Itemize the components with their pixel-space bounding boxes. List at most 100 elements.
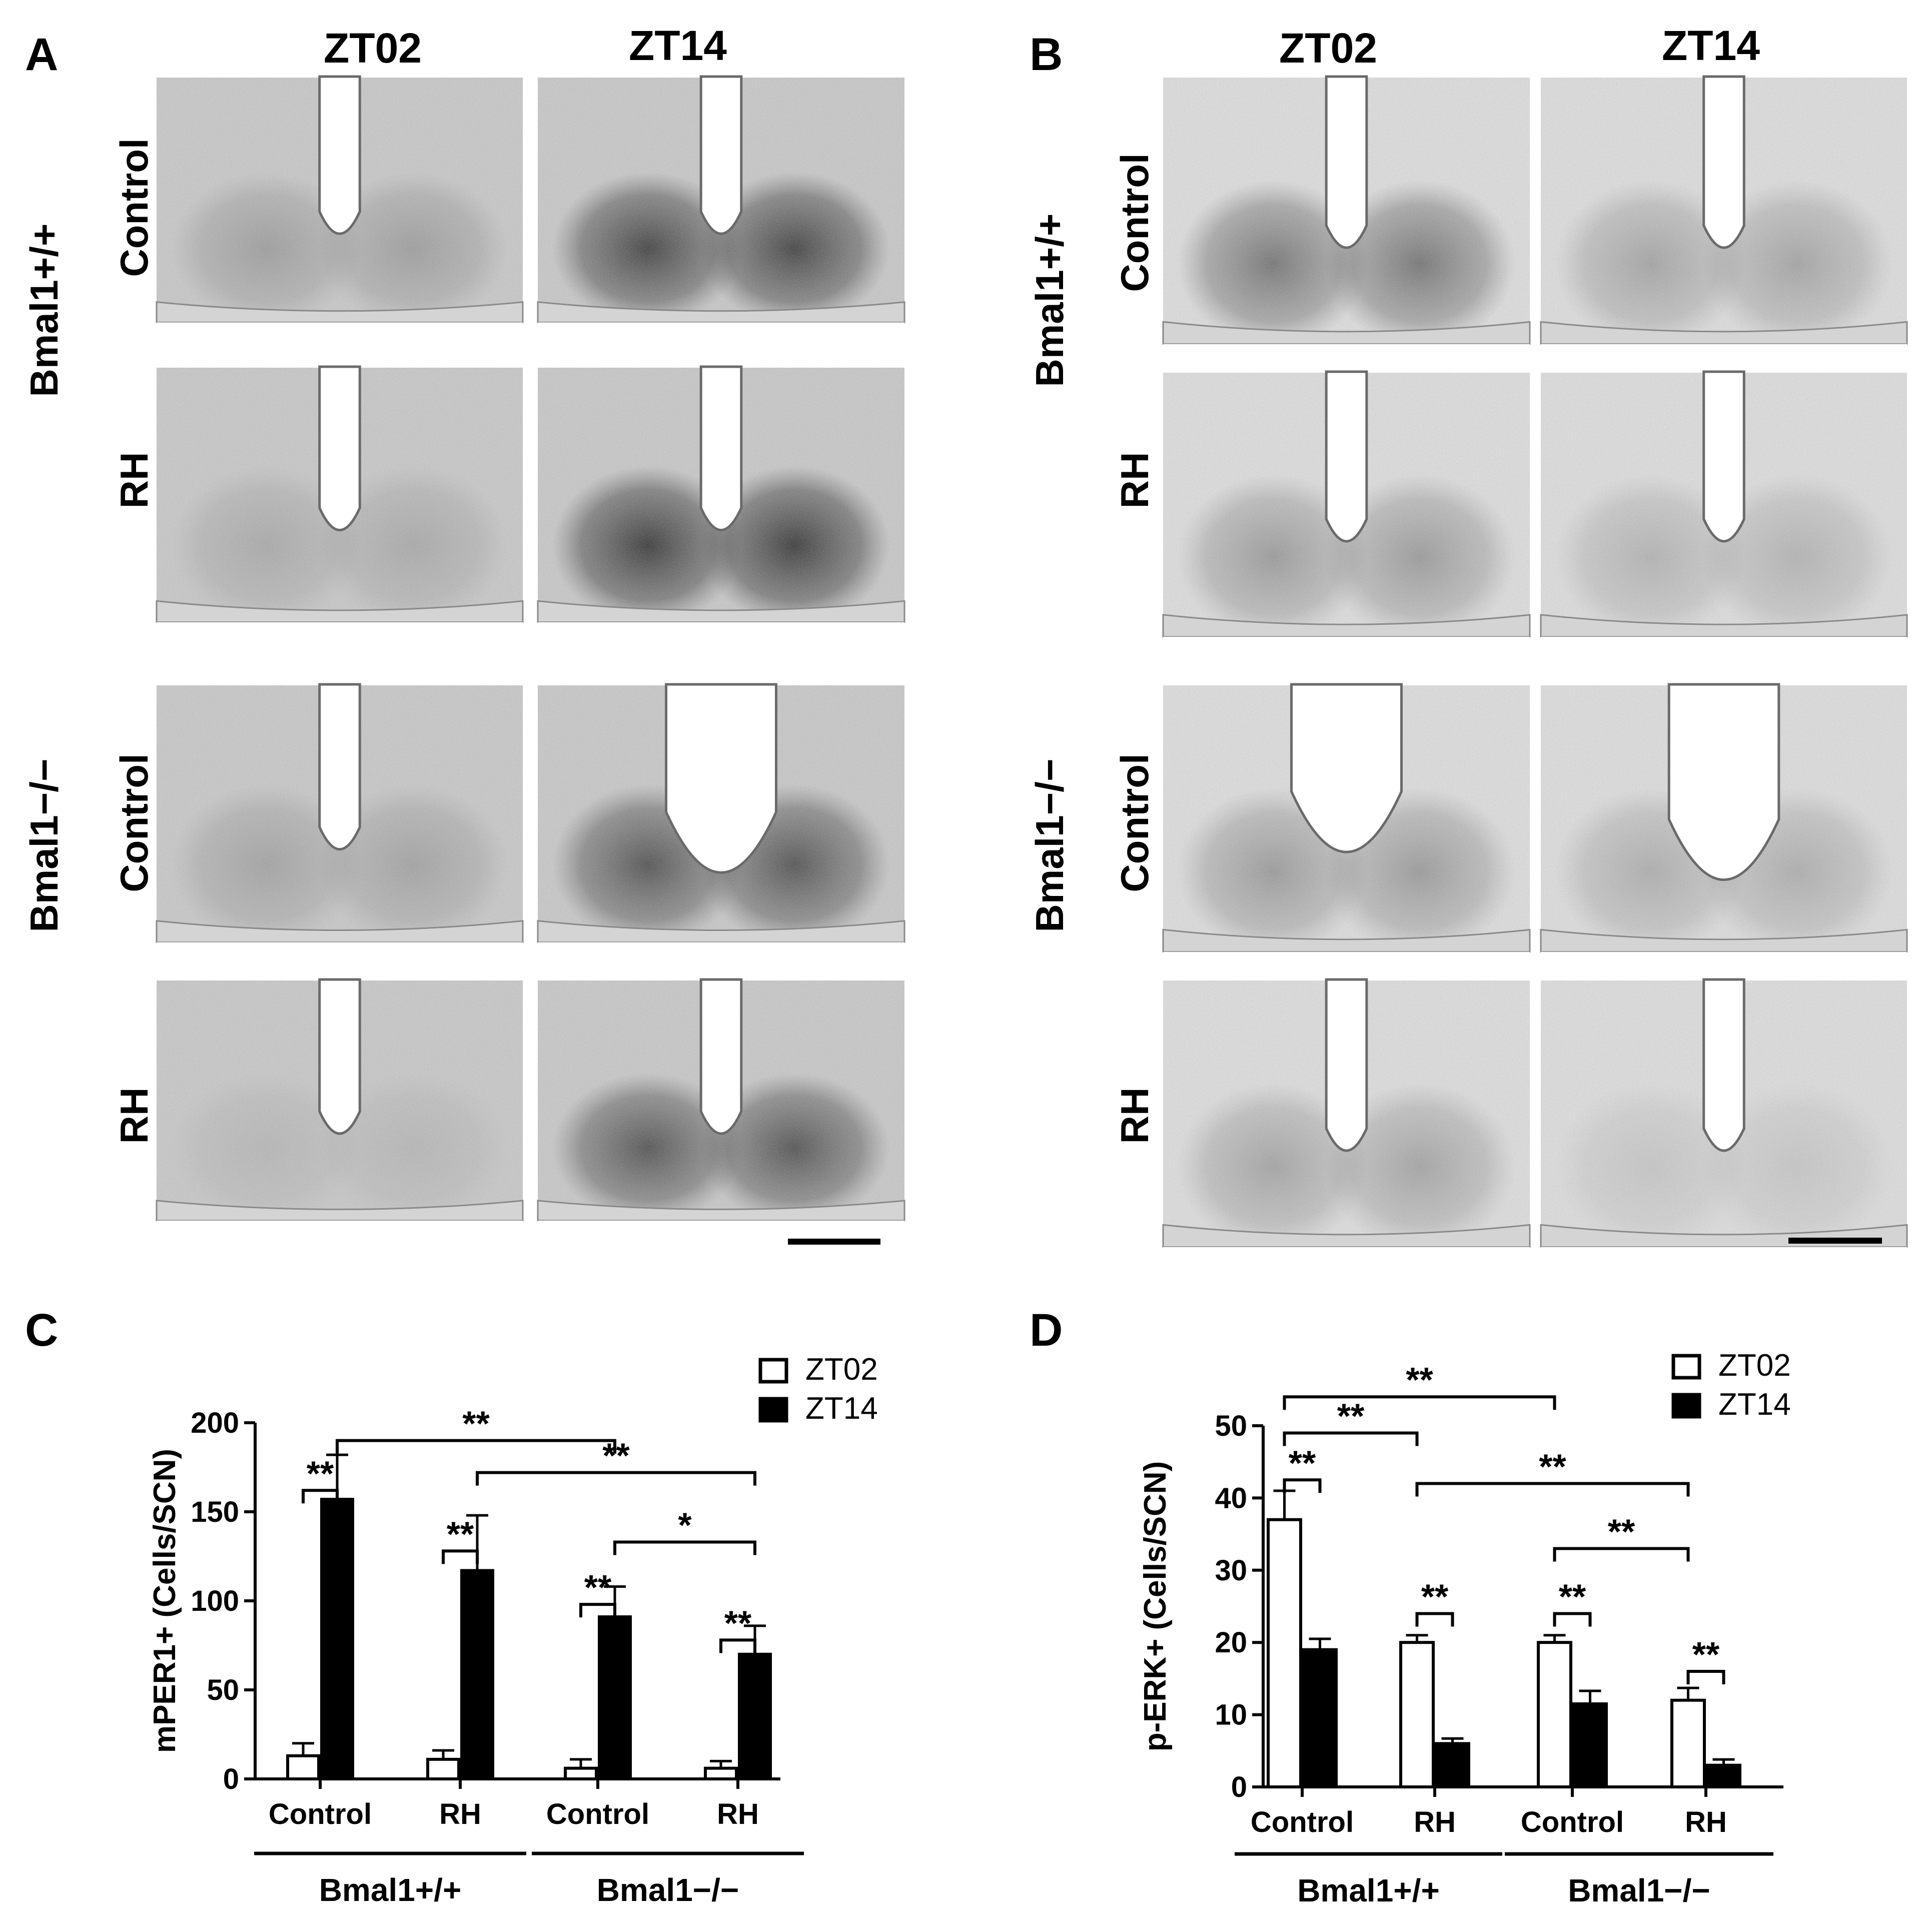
panel-a-row-label-2: RH	[112, 452, 156, 509]
x-tick-label: Control	[1251, 1806, 1354, 1838]
micrograph-a-r3-c2	[537, 683, 905, 953]
bar-zt02-1	[1267, 1518, 1302, 1788]
third-ventricle	[1702, 75, 1745, 249]
bar-zt14-2	[1435, 1742, 1470, 1789]
y-tick-label: 30	[1215, 1554, 1247, 1587]
y-axis-label: p-ERK+ (Cells/SCN)	[1138, 1461, 1173, 1751]
optic-chiasm	[537, 920, 905, 943]
optic-chiasm	[1540, 321, 1908, 345]
chart-c: 0 50 100 150 200 Control RH Control RH mPER1+ (Ce…	[148, 1352, 878, 1908]
optic-chiasm	[537, 1200, 905, 1222]
y-tick-label: 100	[191, 1585, 239, 1617]
bar-zt02-4	[704, 1766, 738, 1780]
bar-zt14-2	[460, 1569, 494, 1780]
panel-b-col-title-zt02: ZT02	[1279, 25, 1377, 72]
significance-bracket	[579, 1603, 616, 1618]
micrograph-a-r4-c2	[537, 978, 905, 1231]
slide-edge	[1163, 344, 1530, 355]
micrograph-b-r4-c2	[1540, 978, 1908, 1258]
optic-chiasm	[537, 600, 905, 623]
significance-label: **	[1608, 1512, 1635, 1551]
group-label: Bmal1−/−	[597, 1872, 739, 1908]
third-ventricle	[318, 683, 361, 850]
optic-chiasm	[1540, 614, 1908, 638]
optic-chiasm	[1540, 928, 1908, 953]
panel-a-row-label-3: Control	[112, 753, 156, 892]
bar-zt02-2	[426, 1757, 460, 1781]
panel-a-col-title-zt14: ZT14	[629, 22, 727, 69]
micrograph-a-r1-c2	[537, 75, 905, 333]
slide-edge	[1163, 1247, 1530, 1258]
x-tick-label: Control	[1521, 1806, 1624, 1838]
micrograph-tiles	[156, 75, 1908, 1258]
legend-swatch-zt02	[758, 1358, 788, 1384]
bar-zt02-1	[286, 1754, 320, 1780]
micrograph-b-r3-c2	[1540, 683, 1908, 963]
bar-zt14-3	[1572, 1702, 1608, 1788]
significance-bracket	[1415, 1482, 1690, 1497]
slide-edge	[538, 622, 904, 633]
x-tick-label: RH	[439, 1798, 481, 1830]
third-ventricle	[699, 978, 743, 1135]
third-ventricle	[699, 75, 743, 235]
micrograph-a-r2-c2	[537, 365, 905, 633]
slide-edge	[1541, 344, 1907, 355]
group-label: Bmal1+/+	[319, 1872, 462, 1908]
legend-swatch-zt02	[1671, 1354, 1701, 1380]
significance-label: **	[602, 1436, 630, 1475]
panel-a-row-label-1: Control	[112, 138, 156, 277]
bar-zt14-3	[598, 1615, 632, 1781]
third-ventricle	[1702, 370, 1745, 543]
x-tick-label: Control	[546, 1798, 649, 1830]
legend-swatch-zt14	[758, 1397, 788, 1423]
micrograph-b-r2-c1	[1162, 370, 1531, 648]
x-tick-label: Control	[269, 1798, 372, 1830]
third-ventricle	[1325, 370, 1368, 543]
panel-b-row-label-4: RH	[1113, 1088, 1157, 1144]
bar-zt02-4	[1670, 1698, 1706, 1788]
panel-b-genotype-label-2: Bmal1−/−	[1028, 759, 1072, 932]
optic-chiasm	[1162, 928, 1531, 953]
y-tick-label: 200	[191, 1407, 239, 1439]
panel-letter-b: B	[1030, 29, 1063, 80]
bar-zt14-4	[738, 1652, 772, 1781]
significance-bracket	[1283, 1478, 1322, 1493]
x-tick-label: RH	[1685, 1806, 1727, 1838]
significance-bracket	[613, 1540, 756, 1555]
panel-b-row-label-3: Control	[1113, 753, 1157, 892]
slide-edge	[1163, 637, 1530, 648]
group-label: Bmal1−/−	[1568, 1872, 1710, 1908]
y-tick-label: 10	[1215, 1699, 1247, 1731]
third-ventricle	[699, 365, 743, 531]
legend-label-zt02: ZT02	[1718, 1348, 1791, 1383]
significance-bracket	[336, 1439, 616, 1454]
significance-bracket	[442, 1549, 479, 1564]
third-ventricle	[1702, 978, 1745, 1152]
panel-a-genotype-label-2: Bmal1−/−	[22, 759, 66, 932]
optic-chiasm	[1162, 614, 1531, 638]
bar-zt14-1	[1302, 1648, 1338, 1788]
legend-label-zt02: ZT02	[805, 1352, 878, 1387]
third-ventricle	[318, 75, 361, 235]
slide-edge	[1541, 637, 1907, 648]
micrograph-a-r3-c1	[156, 683, 524, 953]
chart-d: 0 10 20 30 40 50 Control RH Control RH p-ERK+ (Cel…	[1138, 1348, 1791, 1908]
panel-letter-c: C	[25, 1305, 58, 1356]
optic-chiasm	[537, 301, 905, 324]
significance-label: **	[307, 1454, 334, 1493]
third-ventricle	[665, 683, 777, 874]
slide-edge	[157, 322, 523, 333]
micrograph-b-r3-c1	[1162, 683, 1531, 963]
micrograph-a-r4-c1	[156, 978, 524, 1231]
panel-b-row-label-1: Control	[1113, 153, 1157, 292]
significance-bracket	[1283, 1395, 1556, 1410]
y-tick-label: 0	[223, 1763, 239, 1795]
third-ventricle	[318, 978, 361, 1135]
significance-bracket	[1553, 1612, 1592, 1627]
slide-edge	[538, 942, 904, 953]
significance-label: **	[1406, 1360, 1433, 1399]
slide-edge	[157, 942, 523, 953]
significance-label: **	[584, 1568, 612, 1607]
optic-chiasm	[1162, 321, 1531, 345]
